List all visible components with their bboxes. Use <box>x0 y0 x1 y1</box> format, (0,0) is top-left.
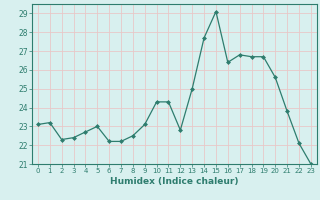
X-axis label: Humidex (Indice chaleur): Humidex (Indice chaleur) <box>110 177 239 186</box>
